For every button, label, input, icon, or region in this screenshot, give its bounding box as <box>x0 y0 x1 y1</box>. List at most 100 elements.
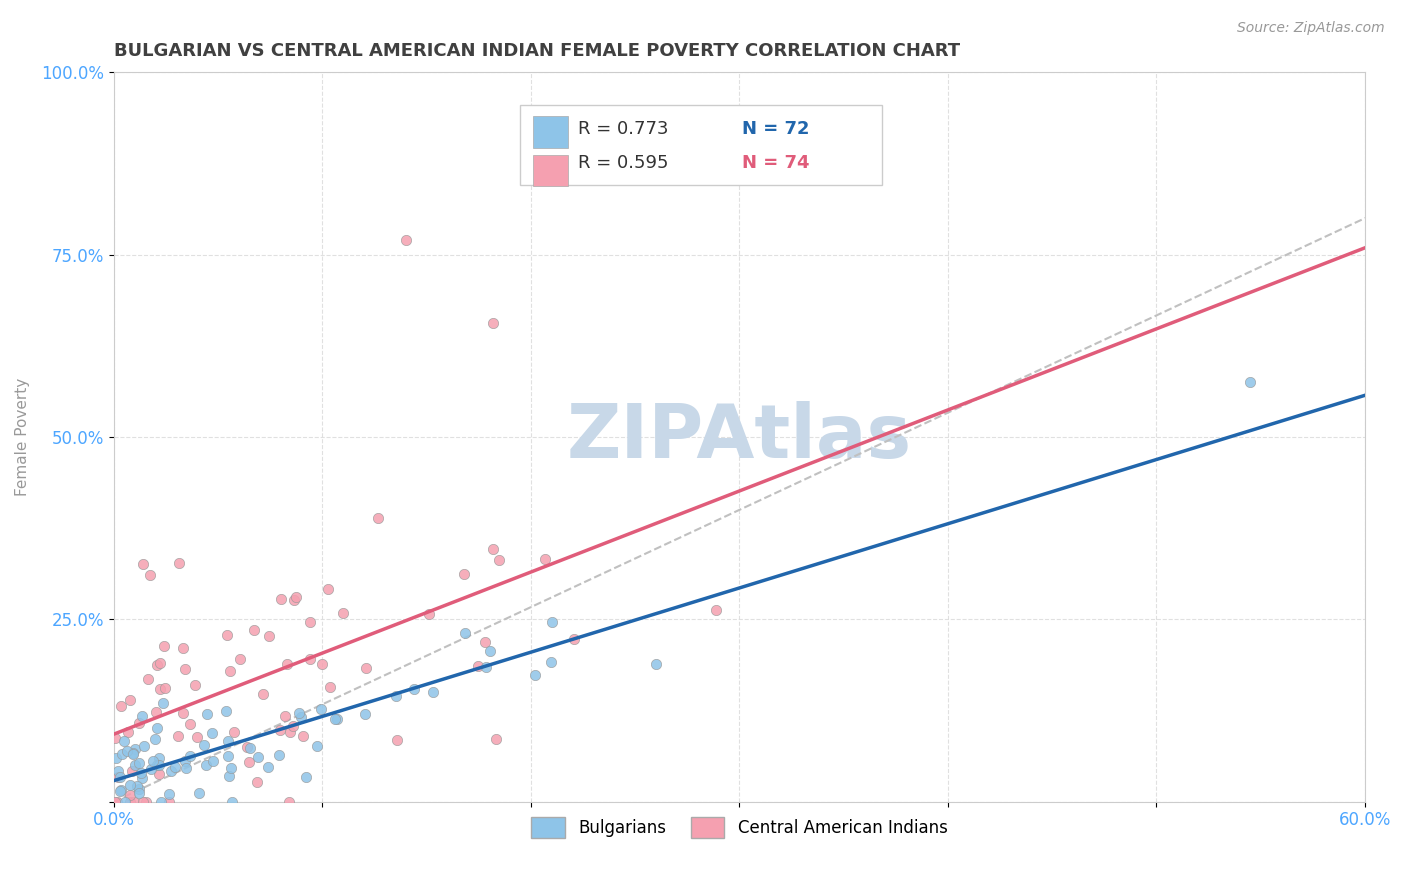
Point <box>316 582 339 597</box>
Point <box>105 795 128 809</box>
Point <box>157 795 180 809</box>
Point <box>146 721 169 735</box>
Text: R = 0.773: R = 0.773 <box>578 120 668 137</box>
Point <box>541 615 564 630</box>
Point <box>326 712 349 726</box>
Point <box>290 710 312 724</box>
Point <box>222 724 245 739</box>
Point <box>148 767 170 781</box>
Point <box>298 651 321 665</box>
Point <box>332 606 354 620</box>
Point <box>645 657 668 671</box>
Point <box>259 629 281 643</box>
Point <box>176 761 198 775</box>
Y-axis label: Female Poverty: Female Poverty <box>15 378 30 496</box>
Point <box>219 664 242 678</box>
Point <box>277 795 299 809</box>
Point <box>228 652 250 666</box>
Point <box>291 729 314 743</box>
Point <box>488 553 510 567</box>
Point <box>540 655 562 669</box>
Point <box>139 568 162 582</box>
Point <box>193 739 215 753</box>
Point <box>104 731 127 746</box>
Point <box>127 779 149 793</box>
Point <box>217 734 239 748</box>
Point <box>167 729 190 743</box>
Point <box>135 795 157 809</box>
Point <box>131 709 153 723</box>
Point <box>121 764 143 778</box>
Point <box>246 775 269 789</box>
Point <box>146 758 169 772</box>
Point <box>479 643 502 657</box>
Point <box>218 769 240 783</box>
Point <box>149 656 172 670</box>
Point <box>120 778 142 792</box>
Point <box>148 751 170 765</box>
Point <box>467 659 489 673</box>
Point <box>404 681 426 696</box>
Point <box>475 660 498 674</box>
Point <box>238 755 260 769</box>
Point <box>215 628 238 642</box>
Point <box>281 719 304 733</box>
Point <box>367 510 389 524</box>
Point <box>112 734 135 748</box>
Point <box>252 687 274 701</box>
Point <box>267 747 290 762</box>
Point <box>118 795 141 809</box>
Point <box>152 696 174 710</box>
Point <box>217 748 239 763</box>
Point <box>186 730 208 744</box>
Point <box>311 657 333 671</box>
Point <box>323 712 346 726</box>
Point <box>120 692 142 706</box>
Point <box>108 784 131 798</box>
Point <box>108 770 131 784</box>
Point <box>132 795 155 809</box>
Point <box>201 726 224 740</box>
Point <box>179 749 201 764</box>
Point <box>110 782 132 797</box>
Point <box>299 615 322 629</box>
Point <box>284 590 307 604</box>
Point <box>142 754 165 768</box>
Point <box>356 661 378 675</box>
Point <box>148 757 170 772</box>
Point <box>184 678 207 692</box>
Point <box>235 739 257 754</box>
Point <box>132 739 155 753</box>
Point <box>149 795 172 809</box>
Point <box>165 760 187 774</box>
Point <box>562 632 585 646</box>
Point <box>122 795 145 809</box>
Point <box>111 747 134 761</box>
Point <box>145 705 167 719</box>
Point <box>482 316 505 330</box>
Point <box>704 602 727 616</box>
Point <box>131 771 153 785</box>
Point <box>128 756 150 771</box>
Point <box>257 760 280 774</box>
Point <box>155 681 177 695</box>
Point <box>128 716 150 731</box>
Point <box>474 634 496 648</box>
Point <box>269 723 291 737</box>
Point <box>110 699 132 714</box>
Point <box>243 623 266 637</box>
Point <box>172 706 194 721</box>
Point <box>107 764 129 778</box>
FancyBboxPatch shape <box>533 116 568 147</box>
Point <box>104 795 127 809</box>
Point <box>454 626 477 640</box>
Point <box>524 668 547 682</box>
Point <box>169 556 191 570</box>
Point <box>152 639 174 653</box>
Point <box>239 740 262 755</box>
Point <box>128 782 150 797</box>
Text: Source: ZipAtlas.com: Source: ZipAtlas.com <box>1237 21 1385 35</box>
Point <box>149 681 172 696</box>
Point <box>247 750 270 764</box>
Point <box>188 786 211 800</box>
